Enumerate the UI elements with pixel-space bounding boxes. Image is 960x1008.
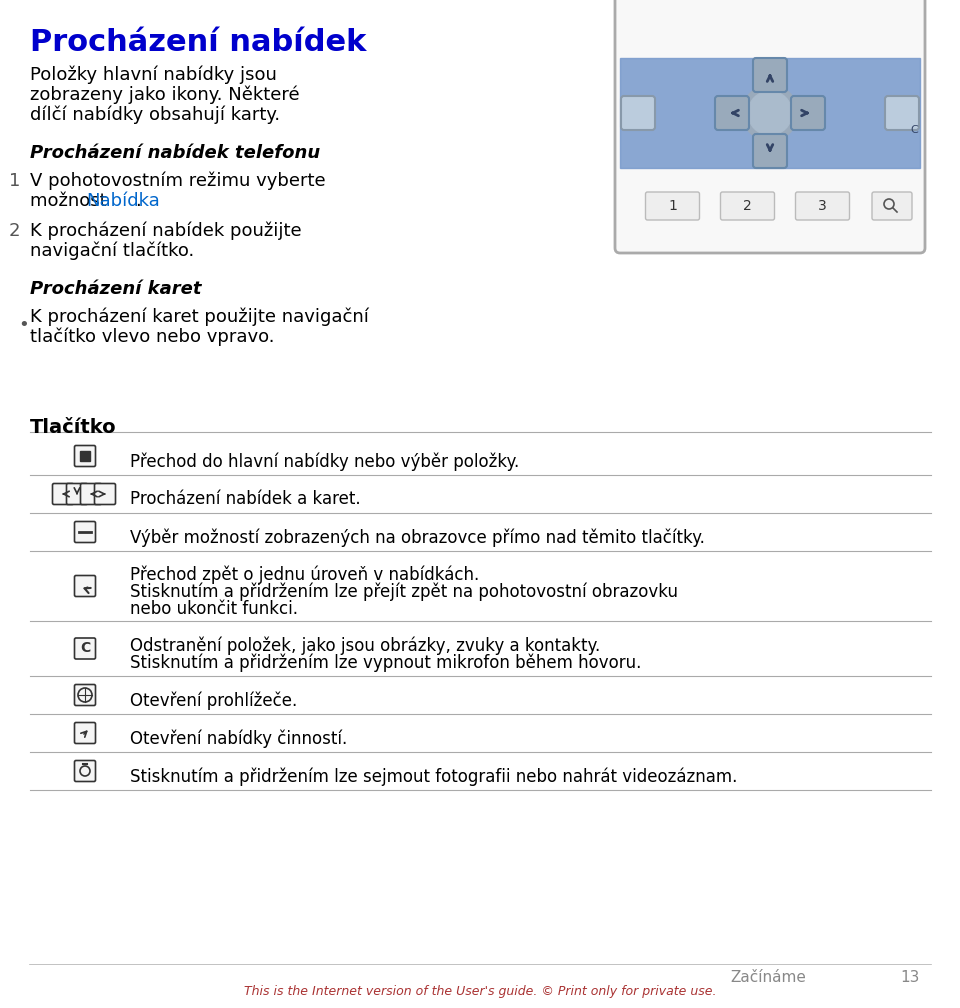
Bar bbox=[620, 58, 920, 168]
Bar bbox=[80, 451, 90, 461]
Text: 3: 3 bbox=[818, 199, 827, 213]
Text: .: . bbox=[135, 192, 141, 210]
Text: 1: 1 bbox=[668, 199, 677, 213]
Circle shape bbox=[748, 91, 792, 135]
Text: Procházení karet: Procházení karet bbox=[30, 280, 202, 298]
Text: K procházení karet použijte navigační: K procházení karet použijte navigační bbox=[30, 308, 369, 327]
FancyBboxPatch shape bbox=[715, 96, 749, 130]
Text: C: C bbox=[910, 125, 918, 135]
FancyBboxPatch shape bbox=[872, 192, 912, 220]
Text: This is the Internet version of the User's guide. © Print only for private use.: This is the Internet version of the User… bbox=[244, 985, 716, 998]
Text: Přechod do hlavní nabídky nebo výběr položky.: Přechod do hlavní nabídky nebo výběr pol… bbox=[130, 453, 519, 471]
Text: Položky hlavní nabídky jsou: Položky hlavní nabídky jsou bbox=[30, 66, 276, 85]
Text: 1: 1 bbox=[9, 172, 20, 190]
FancyBboxPatch shape bbox=[81, 484, 102, 504]
FancyBboxPatch shape bbox=[75, 638, 95, 659]
Text: Procházení nabídek telefonu: Procházení nabídek telefonu bbox=[30, 144, 321, 162]
FancyBboxPatch shape bbox=[621, 96, 655, 130]
Text: Stisknutím a přidržením lze sejmout fotografii nebo nahrát videozáznam.: Stisknutím a přidržením lze sejmout foto… bbox=[130, 767, 737, 786]
Text: 2: 2 bbox=[9, 222, 20, 240]
Text: Otevření nabídky činností.: Otevření nabídky činností. bbox=[130, 730, 348, 748]
Text: navigační tlačítko.: navigační tlačítko. bbox=[30, 242, 194, 260]
FancyBboxPatch shape bbox=[645, 192, 700, 220]
Circle shape bbox=[742, 85, 798, 141]
Text: K procházení nabídek použijte: K procházení nabídek použijte bbox=[30, 222, 301, 241]
Text: Stisknutím a přidržením lze vypnout mikrofon během hovoru.: Stisknutím a přidržením lze vypnout mikr… bbox=[130, 653, 641, 672]
Text: Procházení nabídek: Procházení nabídek bbox=[30, 28, 367, 57]
Text: Tlačítko: Tlačítko bbox=[30, 418, 116, 437]
Text: •: • bbox=[18, 316, 29, 334]
FancyBboxPatch shape bbox=[753, 134, 787, 168]
Text: Výběr možností zobrazených na obrazovce přímo nad těmito tlačítky.: Výběr možností zobrazených na obrazovce … bbox=[130, 528, 705, 547]
FancyBboxPatch shape bbox=[75, 723, 95, 744]
Text: Procházení nabídek a karet.: Procházení nabídek a karet. bbox=[130, 491, 361, 508]
Text: Začínáme: Začínáme bbox=[730, 970, 805, 985]
Text: 2: 2 bbox=[743, 199, 752, 213]
FancyBboxPatch shape bbox=[615, 0, 925, 253]
Text: C: C bbox=[80, 641, 90, 655]
Text: Otevření prohlížeče.: Otevření prohlížeče. bbox=[130, 691, 298, 710]
Text: nebo ukončit funkci.: nebo ukončit funkci. bbox=[130, 600, 298, 618]
Text: Nabídka: Nabídka bbox=[86, 192, 159, 210]
Text: Stisknutím a přidržením lze přejít zpět na pohotovostní obrazovku: Stisknutím a přidržením lze přejít zpět … bbox=[130, 583, 678, 601]
FancyBboxPatch shape bbox=[791, 96, 825, 130]
FancyBboxPatch shape bbox=[75, 446, 95, 467]
FancyBboxPatch shape bbox=[75, 684, 95, 706]
Text: dílčí nabídky obsahují karty.: dílčí nabídky obsahují karty. bbox=[30, 106, 280, 125]
Text: možnost: možnost bbox=[30, 192, 112, 210]
FancyBboxPatch shape bbox=[75, 576, 95, 597]
Text: zobrazeny jako ikony. Některé: zobrazeny jako ikony. Některé bbox=[30, 86, 300, 105]
FancyBboxPatch shape bbox=[75, 760, 95, 781]
Text: Přechod zpět o jednu úroveň v nabídkách.: Přechod zpět o jednu úroveň v nabídkách. bbox=[130, 565, 479, 584]
Text: tlačítko vlevo nebo vpravo.: tlačítko vlevo nebo vpravo. bbox=[30, 328, 275, 347]
FancyBboxPatch shape bbox=[53, 484, 74, 504]
FancyBboxPatch shape bbox=[721, 192, 775, 220]
FancyBboxPatch shape bbox=[94, 484, 115, 504]
FancyBboxPatch shape bbox=[796, 192, 850, 220]
Text: V pohotovostním režimu vyberte: V pohotovostním režimu vyberte bbox=[30, 172, 325, 191]
FancyBboxPatch shape bbox=[75, 521, 95, 542]
Text: Odstranění položek, jako jsou obrázky, zvuky a kontakty.: Odstranění položek, jako jsou obrázky, z… bbox=[130, 636, 600, 655]
FancyBboxPatch shape bbox=[753, 58, 787, 92]
FancyBboxPatch shape bbox=[66, 484, 87, 504]
Text: 13: 13 bbox=[900, 970, 920, 985]
FancyBboxPatch shape bbox=[885, 96, 919, 130]
